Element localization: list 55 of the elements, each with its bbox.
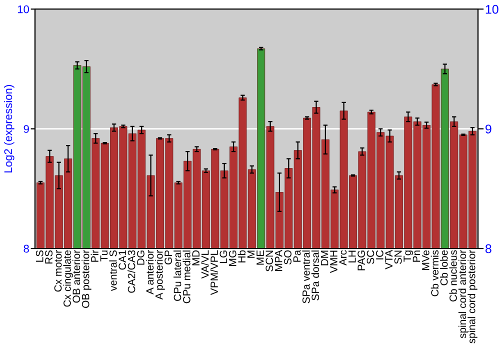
x-tick-label: Cb lobe [440,250,448,286]
x-tick-label: M [247,250,255,258]
y2-tick-label: 8 [485,244,492,254]
x-tick-label: VA/VL [201,250,209,279]
x-tick-label: ventral S [109,250,117,291]
x-tick-label: Arc [339,250,347,266]
y2-tick-label: 10 [486,4,498,14]
x-tick-label: SN [394,250,402,264]
x-tick-label: MPA [275,250,282,271]
x-tick-label: LS [36,250,44,262]
x-tick-label: ME [256,250,264,265]
x-tick-label: CPu lateral [174,250,182,301]
x-tick-label: MVe [422,250,430,270]
x-tick-label: Hb [238,250,246,262]
x-tick-label: CA2/CA3 [128,250,136,293]
y-tick-label: 10 [18,5,30,14]
x-tick-label: GP [164,250,172,264]
x-tick-label: OB anterior [72,250,80,303]
y-tick-label: 8 [24,244,29,253]
x-tick-label: CA1 [118,250,126,270]
x-tick-label: Tg [404,250,414,262]
x-tick-label: SCN [266,250,274,272]
x-tick-label: Cx cingulate [63,250,73,307]
x-tick-label: A anterior [146,250,154,294]
x-tick-label: DG [137,250,144,265]
x-tick-label: OB posterior [82,250,92,308]
x-tick-label: A posterior [155,250,165,300]
y-tick-label: 9 [24,125,29,133]
x-tick-label: VTA [385,250,392,270]
x-tick-label: SPa dorsal [311,250,320,300]
y2-tick-label: 9 [486,124,492,134]
x-tick-label: Pn [412,250,420,262]
x-tick-label: RS [45,250,52,264]
x-tick-label: SPa ventral [302,250,310,304]
x-tick-label: DM [320,250,328,266]
x-tick-label: VPM/VPL [210,250,218,295]
x-tick-label: Pa [293,250,301,262]
x-tick-label: Cb vermis [430,250,439,296]
x-tick-label: MD [192,250,200,266]
x-tick-label: Tu [100,250,108,262]
x-tick-label: PAG [358,250,365,270]
x-tick-label: IC [376,250,384,260]
x-tick-label: LH [348,250,356,262]
x-tick-label: CPu medial [182,250,190,304]
y-axis-title: Log2 (expression) [4,85,14,172]
x-tick-label: spinal cord anterior [458,250,468,338]
x-tick-label: SC [366,250,374,264]
x-tick-label: LG [220,250,228,263]
x-tick-label: SO [284,250,292,264]
x-tick-label: Cx motor [54,250,62,292]
x-tick-label: Cb nucleus [449,250,457,302]
x-tick-label: MG [228,250,236,266]
x-tick-label: spinal cord posterior [468,250,478,344]
x-tick-label: VMH [330,250,338,273]
x-tick-label: Pir [90,250,98,262]
